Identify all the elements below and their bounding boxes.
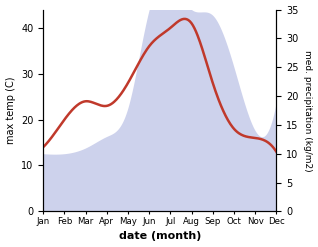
Y-axis label: max temp (C): max temp (C)	[5, 77, 16, 144]
Y-axis label: med. precipitation (kg/m2): med. precipitation (kg/m2)	[303, 50, 313, 171]
X-axis label: date (month): date (month)	[119, 231, 201, 242]
